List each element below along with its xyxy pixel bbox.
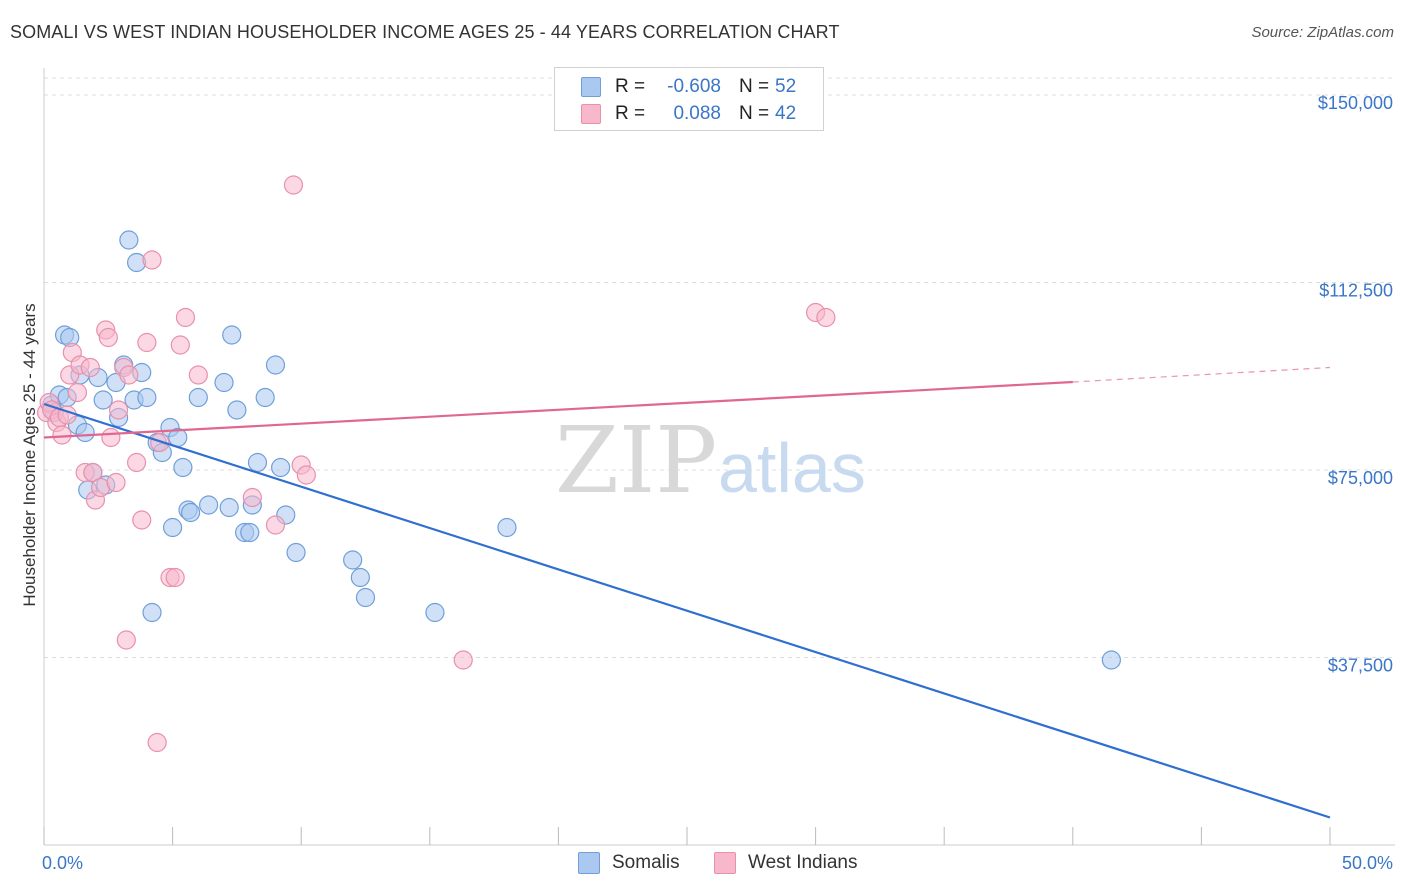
legend-item-somalis: Somalis bbox=[578, 852, 680, 874]
somalis-point bbox=[265, 355, 286, 375]
west-indians-point bbox=[83, 462, 103, 483]
series-legend: Somalis West Indians bbox=[0, 852, 1406, 878]
somalis-point bbox=[1101, 650, 1121, 670]
west-indians-point bbox=[142, 250, 162, 270]
west-indians-point bbox=[150, 432, 170, 453]
somalis-legend-label: Somalis bbox=[612, 852, 680, 873]
somalis-point bbox=[173, 457, 193, 478]
west-indians-legend-swatch bbox=[714, 852, 736, 874]
somalis-point bbox=[199, 495, 219, 515]
somalis-point bbox=[222, 325, 242, 345]
somalis-point bbox=[343, 550, 363, 570]
somalis-point bbox=[119, 230, 139, 250]
west-indians-point bbox=[175, 307, 196, 328]
west-indians-point bbox=[67, 382, 88, 403]
legend-row-somalis: R = -0.608 N = 52 bbox=[581, 74, 796, 100]
x-tick-label-end: 50.0% bbox=[1342, 853, 1393, 873]
west-indians-point bbox=[119, 365, 139, 385]
somalis-point bbox=[286, 542, 306, 563]
somalis-point bbox=[247, 452, 268, 473]
somalis-point bbox=[227, 400, 247, 420]
west-indians-point bbox=[106, 472, 126, 493]
somalis-point bbox=[350, 567, 370, 588]
west-indians-point bbox=[296, 465, 316, 485]
west-indians-point bbox=[116, 630, 136, 650]
somalis-swatch bbox=[581, 77, 601, 97]
r-label: R = bbox=[615, 76, 646, 97]
somalis-point bbox=[188, 387, 208, 408]
r-label: R = bbox=[615, 103, 646, 124]
somalis-point bbox=[75, 422, 95, 443]
somalis-point bbox=[240, 522, 260, 543]
somalis-point bbox=[219, 497, 239, 518]
west-indians-point bbox=[242, 487, 262, 508]
west-indians-trendline bbox=[43, 380, 1073, 439]
west-indians-point bbox=[147, 732, 167, 753]
west-indians-point bbox=[816, 307, 836, 328]
west-indians-point bbox=[126, 452, 147, 473]
west-indians-trendline-extension bbox=[1072, 366, 1331, 383]
somalis-point bbox=[163, 517, 183, 538]
west-indians-point bbox=[188, 365, 208, 385]
y-tick-label: $112,500 bbox=[1319, 281, 1393, 301]
legend-item-west-indians: West Indians bbox=[714, 852, 857, 874]
watermark-zip: ZIP bbox=[555, 407, 717, 514]
r-value: -0.608 bbox=[667, 76, 721, 97]
n-label: N = bbox=[739, 103, 770, 124]
stats-legend: R = -0.608 N = 52 R = 0.088 N = 42 bbox=[554, 67, 824, 131]
n-label: N = bbox=[739, 76, 770, 97]
n-value: 42 bbox=[775, 103, 797, 124]
somalis-point bbox=[214, 372, 234, 393]
somalis-point bbox=[142, 602, 162, 623]
somalis-legend-swatch bbox=[578, 852, 600, 874]
somalis-point bbox=[355, 587, 376, 608]
r-value: 0.088 bbox=[673, 103, 721, 124]
west-indians-legend-label: West Indians bbox=[748, 852, 858, 873]
west-indians-point bbox=[52, 425, 72, 445]
legend-row-west-indians: R = 0.088 N = 42 bbox=[581, 101, 796, 127]
y-tick-label: $150,000 bbox=[1318, 93, 1393, 113]
x-tick-label-start: 0.0% bbox=[42, 853, 83, 873]
west-indians-point bbox=[132, 510, 152, 530]
west-indians-point bbox=[165, 567, 185, 588]
chart-title: SOMALI VS WEST INDIAN HOUSEHOLDER INCOME… bbox=[10, 22, 840, 42]
west-indians-point bbox=[98, 327, 118, 348]
somalis-point bbox=[271, 457, 291, 478]
somalis-point bbox=[93, 390, 113, 410]
west-indians-point bbox=[137, 332, 157, 353]
west-indians-point bbox=[170, 335, 190, 355]
somalis-point bbox=[425, 602, 445, 623]
somalis-point bbox=[497, 517, 517, 538]
somalis-point bbox=[137, 387, 157, 408]
west-indians-point bbox=[265, 515, 286, 535]
y-tick-label: $37,500 bbox=[1328, 656, 1393, 676]
y-tick-label: $75,000 bbox=[1328, 468, 1393, 488]
west-indians-swatch bbox=[581, 104, 601, 124]
west-indians-point bbox=[80, 357, 100, 378]
somalis-trendline bbox=[43, 402, 1331, 819]
source-credit: Source: ZipAtlas.com bbox=[1251, 24, 1394, 41]
n-value: 52 bbox=[775, 76, 797, 97]
west-indians-point bbox=[101, 427, 121, 448]
somalis-point bbox=[255, 387, 275, 408]
west-indians-point bbox=[453, 650, 473, 670]
west-indians-point bbox=[283, 175, 304, 195]
watermark-atlas: atlas bbox=[718, 429, 866, 507]
somalis-point bbox=[181, 502, 201, 523]
west-indians-point bbox=[108, 400, 129, 420]
